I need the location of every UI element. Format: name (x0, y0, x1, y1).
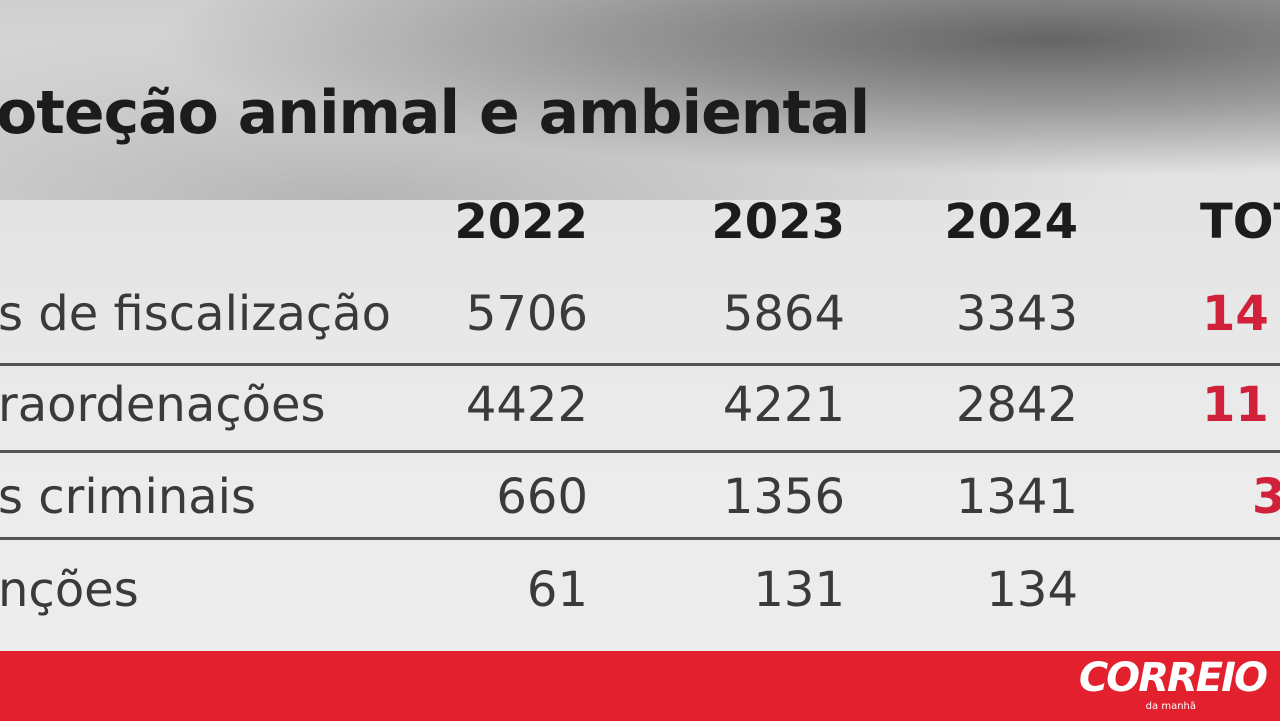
background-photo (0, 0, 1280, 200)
cell-value: 4221 (722, 377, 845, 433)
column-header: TOT (1200, 194, 1280, 250)
cell-value: 131 (753, 562, 845, 618)
cell-value: 3343 (955, 286, 1078, 342)
title: oteção animal e ambiental (0, 78, 870, 148)
cell-value: 660 (496, 469, 588, 525)
total-value: 11 (1202, 377, 1269, 433)
cell-value: 1356 (722, 469, 845, 525)
cell-value: 134 (986, 562, 1078, 618)
cell-value: 61 (526, 562, 588, 618)
cell-value: 5864 (722, 286, 845, 342)
tagline: da manhã (1145, 701, 1196, 712)
total-value: 3 (1252, 469, 1280, 525)
row-label: s de fiscalização (0, 286, 392, 342)
column-header: 2022 (454, 194, 588, 250)
row-separator (0, 537, 1280, 540)
row-label: nções (0, 562, 139, 618)
row-separator (0, 450, 1280, 453)
cell-value: 2842 (955, 377, 1078, 433)
cell-value: 5706 (465, 286, 588, 342)
cell-value: 1341 (955, 469, 1078, 525)
column-header: 2023 (711, 194, 845, 250)
brand-logo: CORREIO (1078, 655, 1268, 701)
row-label: s criminais (0, 469, 256, 525)
row-separator (0, 363, 1280, 366)
footer: CORREIO da manhã (0, 651, 1280, 721)
cell-value: 4422 (465, 377, 588, 433)
total-value: 14 (1202, 286, 1269, 342)
row-label: raordenações (0, 377, 326, 433)
column-header: 2024 (944, 194, 1078, 250)
